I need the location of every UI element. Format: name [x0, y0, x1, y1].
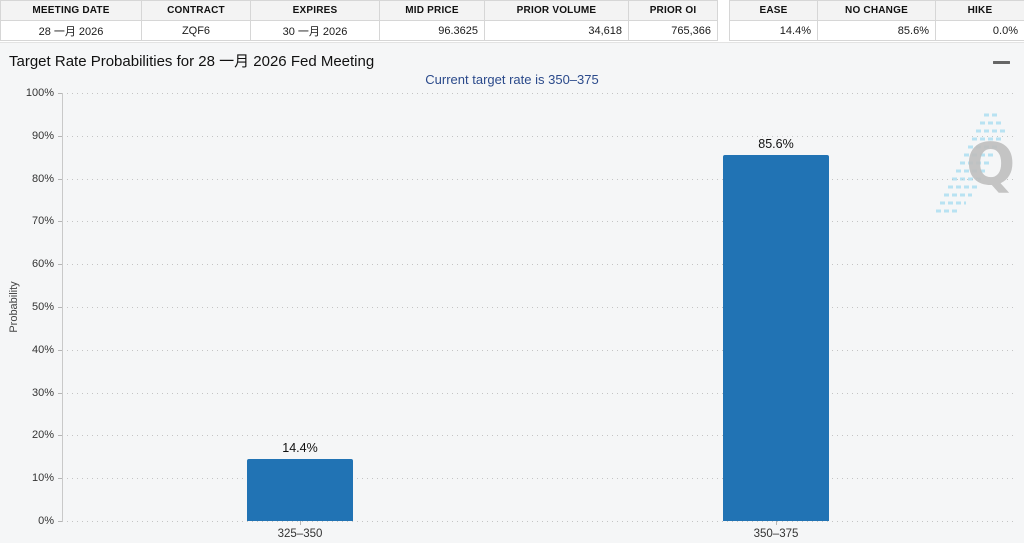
- y-tick-label-40: 40%: [4, 344, 54, 356]
- prob-table-header-row: EASE NO CHANGE HIKE: [730, 1, 1024, 21]
- y-tick-label-0: 0%: [4, 515, 54, 527]
- col-header-prior-oi: PRIOR OI: [629, 1, 718, 21]
- y-tick-label-80: 80%: [4, 173, 54, 185]
- col-header-mid-price: MID PRICE: [380, 1, 485, 21]
- rate-move-probability-table: EASE NO CHANGE HIKE 14.4% 85.6% 0.0%: [729, 0, 1024, 41]
- gridline-90: [62, 136, 1014, 137]
- y-tick-label-10: 10%: [4, 472, 54, 484]
- gridline-70: [62, 221, 1014, 222]
- prior-oi-value: 765,366: [629, 21, 718, 41]
- bar-value-label-350–375: 85.6%: [731, 137, 821, 151]
- y-tick-label-70: 70%: [4, 215, 54, 227]
- prior-volume-value: 34,618: [485, 21, 629, 41]
- x-category-label-350–375: 350–375: [716, 528, 836, 540]
- meeting-date-value: 28 一月 2026: [1, 21, 142, 41]
- gridline-60: [62, 264, 1014, 265]
- y-tick-label-60: 60%: [4, 258, 54, 270]
- no-change-value: 85.6%: [818, 21, 936, 41]
- gridline-20: [62, 435, 1014, 436]
- y-tick-label-100: 100%: [4, 87, 54, 99]
- y-tick-label-20: 20%: [4, 429, 54, 441]
- y-tick-label-90: 90%: [4, 130, 54, 142]
- y-tick-label-30: 30%: [4, 387, 54, 399]
- futures-table-header-row: MEETING DATE CONTRACT EXPIRES MID PRICE …: [1, 1, 718, 21]
- prob-table-value-row: 14.4% 85.6% 0.0%: [730, 21, 1024, 41]
- gridline-30: [62, 393, 1014, 394]
- gridline-10: [62, 478, 1014, 479]
- col-header-meeting-date: MEETING DATE: [1, 1, 142, 21]
- gridline-40: [62, 350, 1014, 351]
- col-header-prior-volume: PRIOR VOLUME: [485, 1, 629, 21]
- gridline-80: [62, 179, 1014, 180]
- gridline-50: [62, 307, 1014, 308]
- futures-table-value-row: 28 一月 2026 ZQF6 30 一月 2026 96.3625 34,61…: [1, 21, 718, 41]
- ease-value: 14.4%: [730, 21, 818, 41]
- futures-contract-table: MEETING DATE CONTRACT EXPIRES MID PRICE …: [0, 0, 718, 41]
- col-header-contract: CONTRACT: [142, 1, 251, 21]
- x-tick-325–350: [300, 521, 301, 525]
- futures-summary-row: MEETING DATE CONTRACT EXPIRES MID PRICE …: [0, 0, 1024, 41]
- y-axis-title: Probability: [8, 281, 20, 332]
- contract-value: ZQF6: [142, 21, 251, 41]
- bar-350–375[interactable]: [723, 155, 829, 521]
- y-tick-0: [58, 521, 62, 522]
- col-header-hike: HIKE: [936, 1, 1024, 21]
- expires-value: 30 一月 2026: [251, 21, 380, 41]
- bar-value-label-325–350: 14.4%: [255, 441, 345, 455]
- x-category-label-325–350: 325–350: [240, 528, 360, 540]
- col-header-ease: EASE: [730, 1, 818, 21]
- mid-price-value: 96.3625: [380, 21, 485, 41]
- hike-value: 0.0%: [936, 21, 1024, 41]
- bar-325–350[interactable]: [247, 459, 353, 521]
- x-tick-350–375: [776, 521, 777, 525]
- gridline-0: [62, 521, 1014, 522]
- col-header-expires: EXPIRES: [251, 1, 380, 21]
- y-axis-line: [62, 93, 63, 521]
- gridline-100: [62, 93, 1014, 94]
- probability-bar-chart: 0%10%20%30%40%50%60%70%80%90%100%Probabi…: [0, 43, 1024, 544]
- col-header-no-change: NO CHANGE: [818, 1, 936, 21]
- fedwatch-chart-card: Target Rate Probabilities for 28 一月 2026…: [0, 42, 1024, 543]
